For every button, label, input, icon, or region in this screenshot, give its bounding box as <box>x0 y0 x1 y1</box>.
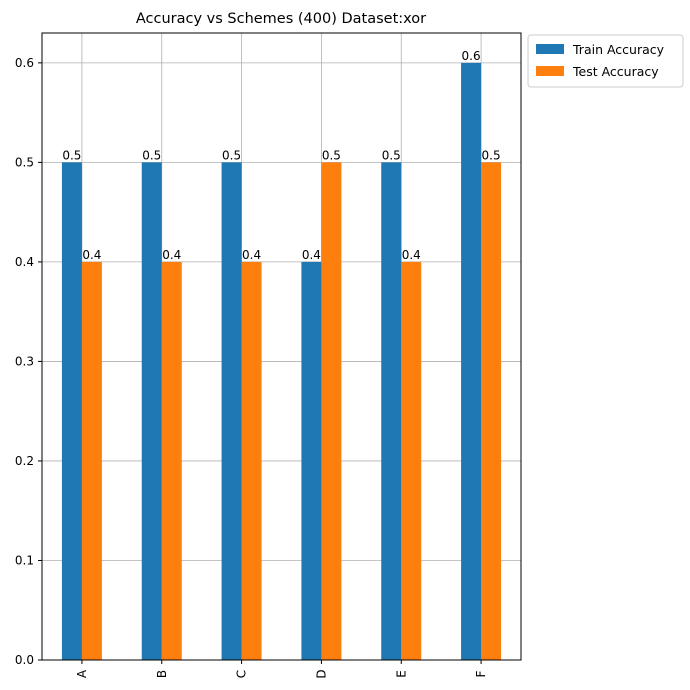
legend-swatch <box>536 66 564 76</box>
x-tick-label: E <box>394 670 408 678</box>
y-tick-label: 0.2 <box>15 454 34 468</box>
y-tick-label: 0.6 <box>15 56 34 70</box>
bar-train-A <box>61 162 82 660</box>
bar-test-D <box>321 162 342 660</box>
y-tick-label: 0.5 <box>15 155 34 169</box>
bar-value-label: 0.5 <box>482 148 501 162</box>
x-tick-label: F <box>474 670 488 677</box>
axes-layer: 0.0 0.1 0.2 0.3 0.4 0.5 0.6 A B C D E F <box>15 56 488 679</box>
bar-value-label: 0.4 <box>242 248 261 262</box>
bar-value-label: 0.6 <box>462 49 481 63</box>
y-tick-label: 0.3 <box>15 354 34 368</box>
bar-train-F <box>461 62 482 661</box>
data-labels-layer: 0.5 0.4 0.5 0.4 0.5 0.4 0.4 0.5 0.5 0.4 0.6 0.5 <box>62 49 500 262</box>
bar-value-label: 0.4 <box>402 248 421 262</box>
bar-value-label: 0.4 <box>302 248 321 262</box>
legend-box <box>527 34 684 88</box>
x-tick-label: A <box>75 669 89 678</box>
bar-test-F <box>481 162 502 660</box>
y-tick-label: 0.1 <box>15 553 34 567</box>
x-tick-label: C <box>235 670 249 678</box>
chart-title: Accuracy vs Schemes (400) Dataset:xor <box>136 11 426 27</box>
bar-train-C <box>221 162 242 660</box>
y-tick-label: 0.0 <box>15 653 34 667</box>
legend-swatch <box>536 44 564 54</box>
bar-test-C <box>241 261 262 660</box>
bar-value-label: 0.5 <box>382 148 401 162</box>
bar-value-label: 0.5 <box>142 148 161 162</box>
bar-value-label: 0.5 <box>62 148 81 162</box>
plot-frame <box>41 32 522 661</box>
bar-value-label: 0.5 <box>222 148 241 162</box>
bar-value-label: 0.4 <box>162 248 181 262</box>
y-tick-label: 0.4 <box>15 255 34 269</box>
bar-train-B <box>141 162 162 660</box>
bar-test-A <box>81 261 102 660</box>
x-tick-label: B <box>155 670 169 678</box>
legend-label: Train Accuracy <box>572 42 665 57</box>
bar-test-B <box>161 261 182 660</box>
bar-value-label: 0.4 <box>82 248 101 262</box>
bars-layer <box>61 62 502 661</box>
x-tick-label: D <box>314 669 328 678</box>
legend-label: Test Accuracy <box>572 64 659 79</box>
legend: Train Accuracy Test Accuracy <box>527 34 684 88</box>
bar-train-E <box>381 162 402 660</box>
bar-value-label: 0.5 <box>322 148 341 162</box>
bar-test-E <box>401 261 422 660</box>
bar-train-D <box>301 261 322 660</box>
